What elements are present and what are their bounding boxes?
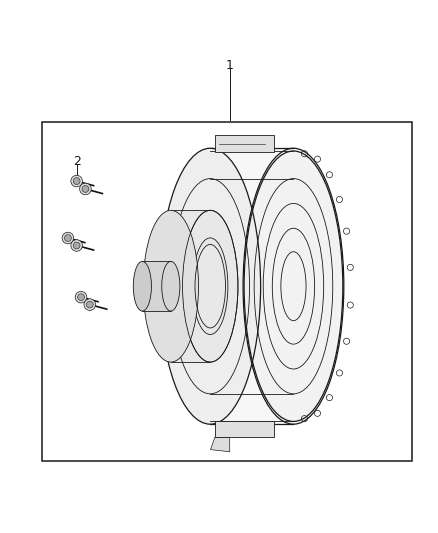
Circle shape (62, 232, 74, 244)
Ellipse shape (133, 261, 152, 311)
Circle shape (73, 177, 80, 184)
Circle shape (78, 294, 85, 301)
Polygon shape (210, 437, 230, 452)
Circle shape (82, 185, 89, 192)
Circle shape (75, 292, 87, 303)
Ellipse shape (160, 148, 261, 424)
Circle shape (71, 240, 82, 251)
Circle shape (73, 242, 80, 249)
Bar (42, 122, 412, 462)
Circle shape (64, 235, 71, 241)
Bar (215, 135, 274, 152)
Text: 2: 2 (73, 155, 81, 168)
Circle shape (84, 299, 95, 310)
Polygon shape (171, 211, 238, 362)
Bar (215, 421, 274, 437)
Polygon shape (142, 261, 180, 311)
Ellipse shape (143, 211, 198, 362)
Circle shape (80, 183, 91, 195)
Polygon shape (210, 148, 344, 424)
Ellipse shape (243, 148, 344, 424)
Circle shape (71, 175, 82, 187)
Text: 1: 1 (226, 59, 234, 71)
Circle shape (86, 301, 93, 308)
